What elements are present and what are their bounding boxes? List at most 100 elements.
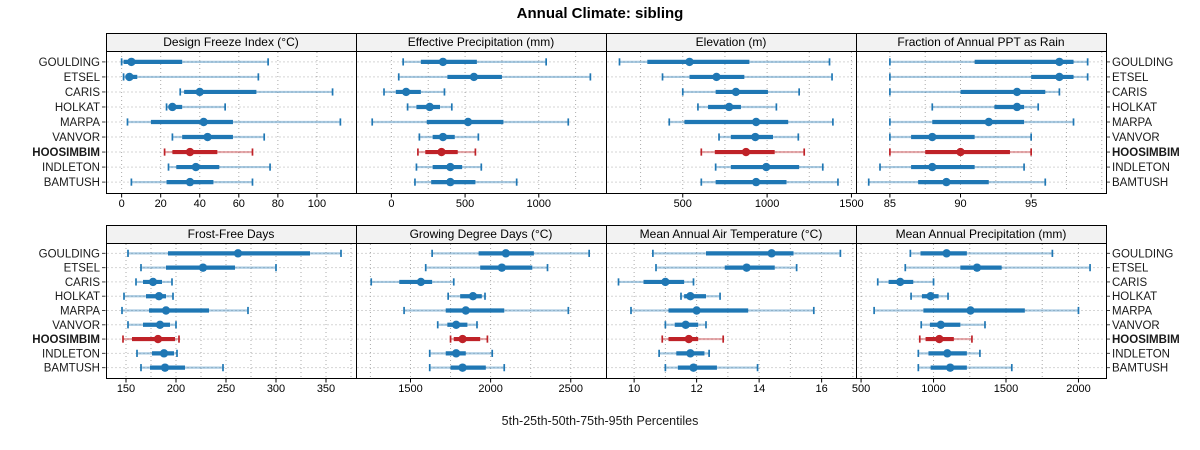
percentile-row-etsel xyxy=(424,263,549,272)
percentile-row-etsel xyxy=(397,72,592,82)
percentile-row-holkat xyxy=(447,292,486,301)
percentile-row-vanvor xyxy=(127,320,177,329)
percentile-row-marpa xyxy=(121,306,249,315)
site-label-right-caris: CARIS xyxy=(1112,87,1147,99)
median-dot xyxy=(451,320,461,329)
percentile-row-hoosimbim xyxy=(700,147,806,157)
site-label-right-holkat: HOLKAT xyxy=(1112,291,1157,303)
percentile-row-vanvor xyxy=(418,132,480,142)
median-dot xyxy=(463,117,473,127)
median-dot xyxy=(159,349,169,358)
percentile-row-etsel xyxy=(661,72,833,82)
percentile-row-marpa xyxy=(889,117,1075,127)
median-dot xyxy=(438,57,448,67)
site-label-right-etsel: ETSEL xyxy=(1112,263,1149,275)
percentiles-caption: 5th-25th-50th-75th-95th Percentiles xyxy=(501,414,699,428)
panel-design-freeze-index-c: Design Freeze Index (°C) 0 20 40 60 80 100 xyxy=(106,33,357,210)
panel-strip-title: Frost-Free Days xyxy=(188,227,275,241)
median-dot xyxy=(686,349,695,358)
percentile-row-caris xyxy=(889,87,1061,97)
median-dot xyxy=(942,177,951,187)
percentile-row-indleton xyxy=(415,162,483,172)
site-label-right-caris: CARIS xyxy=(1112,277,1147,289)
median-dot xyxy=(943,349,952,358)
percentile-row-marpa xyxy=(403,306,570,315)
percentile-row-goulding xyxy=(431,249,591,258)
x-axis-tick-label: 16 xyxy=(816,383,828,395)
median-dot xyxy=(401,87,411,97)
percentile-row-holkat xyxy=(680,292,721,301)
x-axis-tick-label: 14 xyxy=(753,383,765,395)
median-dot xyxy=(684,334,694,344)
percentile-row-indleton xyxy=(658,349,710,358)
median-dot xyxy=(416,277,426,287)
median-dot xyxy=(1055,72,1064,82)
median-dot xyxy=(742,263,751,272)
percentile-row-holkat xyxy=(406,102,453,112)
percentile-row-etsel xyxy=(655,263,798,272)
site-label-right-bamtush: BAMTUSH xyxy=(1112,177,1168,189)
percentile-row-caris xyxy=(681,87,801,97)
percentile-row-etsel xyxy=(904,263,1091,272)
x-axis-tick-label: 80 xyxy=(272,198,284,210)
median-dot xyxy=(751,117,761,127)
site-label-left-marpa: MARPA xyxy=(60,117,100,129)
percentile-row-bamtush xyxy=(428,363,506,372)
panel-strip-title: Design Freeze Index (°C) xyxy=(163,35,299,49)
percentile-row-bamtush xyxy=(130,177,254,187)
site-label-left-etsel: ETSEL xyxy=(64,72,101,84)
percentile-row-hoosimbim xyxy=(918,334,973,344)
median-dot xyxy=(497,263,507,272)
median-dot xyxy=(458,363,467,372)
x-axis-tick-label: 20 xyxy=(155,198,167,210)
x-axis-tick-label: 1500 xyxy=(398,383,422,395)
percentile-row-etsel xyxy=(889,72,1089,82)
percentile-row-marpa xyxy=(668,117,834,127)
panel-mean-annual-air-temperature-c: Mean Annual Air Temperature (°C) 10 12 14 16 xyxy=(606,225,857,395)
site-label-left-marpa: MARPA xyxy=(60,306,100,318)
median-dot xyxy=(689,363,698,372)
percentile-row-holkat xyxy=(931,102,1040,112)
site-label-right-indleton: INDLETON xyxy=(1112,162,1170,174)
x-axis-tick-label: 500 xyxy=(674,198,692,210)
site-label-left-goulding: GOULDING xyxy=(39,57,100,69)
x-axis-tick-label: 300 xyxy=(267,383,285,395)
median-dot xyxy=(446,177,455,187)
median-dot xyxy=(468,292,478,301)
median-dot xyxy=(154,292,164,301)
site-label-left-goulding: GOULDING xyxy=(39,248,100,260)
median-dot xyxy=(458,334,467,344)
x-axis-tick-label: 90 xyxy=(954,198,966,210)
percentile-row-goulding xyxy=(402,57,548,67)
percentile-row-hoosimbim xyxy=(163,147,254,157)
percentile-row-caris xyxy=(370,277,455,287)
site-label-left-holkat: HOLKAT xyxy=(55,102,100,114)
x-axis-tick-label: 250 xyxy=(217,383,235,395)
median-dot xyxy=(155,320,165,329)
percentile-row-goulding xyxy=(618,57,831,67)
median-dot xyxy=(896,277,905,287)
median-dot xyxy=(203,132,212,142)
median-dot xyxy=(1012,102,1022,112)
median-dot xyxy=(751,132,760,142)
percentile-row-goulding xyxy=(120,57,269,67)
percentile-row-hoosimbim xyxy=(449,334,489,344)
site-label-right-marpa: MARPA xyxy=(1112,306,1152,318)
percentile-row-caris xyxy=(179,87,334,97)
percentile-row-caris xyxy=(617,277,695,287)
median-dot xyxy=(185,147,195,157)
panel-effective-precipitation-mm: Effective Precipitation (mm) 0 500 1000 xyxy=(356,33,607,210)
site-label-left-etsel: ETSEL xyxy=(64,263,101,275)
panel-mean-annual-precipitation-mm: Mean Annual Precipitation (mm) 500 1000 150… xyxy=(852,225,1107,395)
x-axis-tick-label: 200 xyxy=(167,383,185,395)
median-dot xyxy=(438,132,448,142)
site-label-left-holkat: HOLKAT xyxy=(55,291,100,303)
percentile-row-hoosimbim xyxy=(122,334,180,344)
median-dot xyxy=(724,102,734,112)
panel-strip-title: Mean Annual Precipitation (mm) xyxy=(896,227,1067,241)
percentile-row-goulding xyxy=(909,249,1054,258)
percentile-row-marpa xyxy=(371,117,570,127)
median-dot xyxy=(741,147,751,157)
median-dot xyxy=(199,117,208,127)
